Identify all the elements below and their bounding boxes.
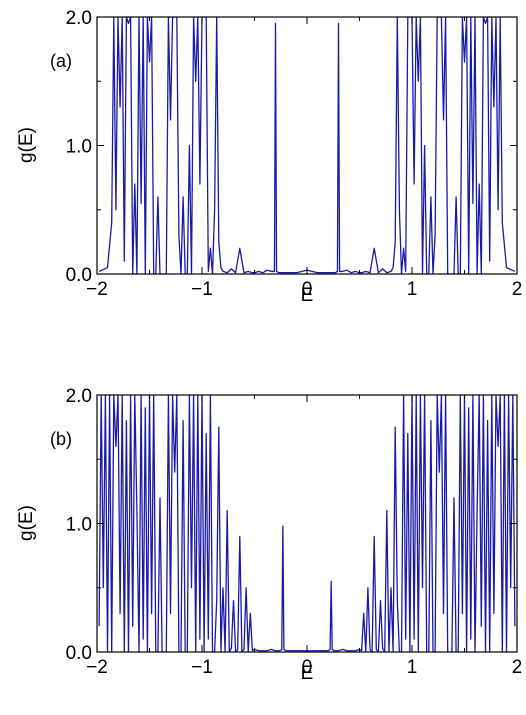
panel-a-x-tick-label: 1	[407, 279, 418, 300]
panel-b-x-tick-label: −2	[86, 657, 108, 678]
panel-b-x-tick-label: 0	[302, 657, 313, 678]
panel-a-y-tick-label: 1.0	[66, 137, 92, 158]
panel-a-series-line	[98, 17, 516, 274]
panel-b-y-axis-title: g(E)	[16, 505, 37, 541]
panel-b-y-tick-label: 0.0	[66, 643, 92, 664]
panel-a-x-tick-label: 2	[512, 279, 523, 300]
panel-a-x-tick-label: −2	[86, 279, 108, 300]
panel-b-series-line	[98, 395, 516, 652]
panel-a: −2 −1 0 1 2 0.0 1.0 2.0 (a) E g(E)	[16, 8, 522, 306]
panel-b-x-tick-label: −1	[191, 657, 213, 678]
panel-a-frame	[96, 16, 518, 275]
panel-a-y-axis-title: g(E)	[16, 127, 37, 163]
panel-a-x-axis-title: E	[301, 285, 314, 306]
panel-b-y-tick-label: 2.0	[66, 386, 92, 407]
panel-b-x-axis-title: E	[301, 663, 314, 684]
panel-a-label: (a)	[50, 51, 72, 71]
panel-b: −2 −1 0 1 2 0.0 1.0 2.0 (b) E g(E)	[16, 386, 522, 684]
panel-a-y-tick-label: 0.0	[66, 265, 92, 286]
panel-b-x-tick-label: 2	[512, 657, 523, 678]
panel-b-y-tick-label: 1.0	[66, 515, 92, 536]
panel-b-x-tick-label: 1	[407, 657, 418, 678]
panel-a-y-tick-label: 2.0	[66, 8, 92, 29]
panel-b-plot-area	[98, 395, 516, 652]
panel-a-plot-area	[98, 17, 516, 274]
panel-a-ticks: −2 −1 0 1 2 0.0 1.0 2.0	[66, 8, 523, 300]
panel-a-x-tick-label: −1	[191, 279, 213, 300]
panel-b-ticks: −2 −1 0 1 2 0.0 1.0 2.0	[66, 386, 523, 678]
panel-a-x-tick-label: 0	[302, 279, 313, 300]
panel-b-label: (b)	[50, 429, 72, 449]
